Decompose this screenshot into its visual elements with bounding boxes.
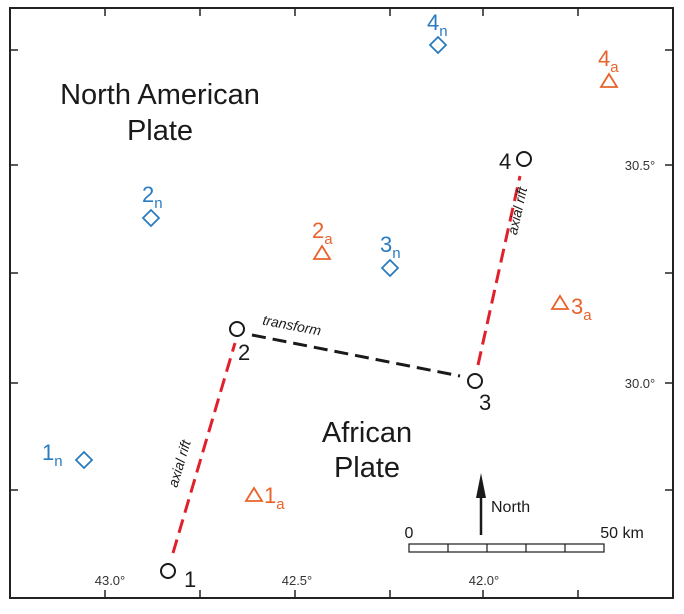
plate-boundaries [171, 175, 522, 554]
plate-label: Plate [334, 452, 400, 484]
north-american-markers [74, 35, 448, 470]
scale-start: 0 [405, 525, 414, 542]
site-label: 1a [264, 483, 285, 513]
scale-bar [408, 543, 605, 553]
plate-label: North American [60, 79, 260, 111]
point-label: 1 [184, 567, 196, 592]
point-label: 3 [479, 390, 491, 415]
site-label: 2n [142, 182, 163, 212]
longitude-label: 42.5° [282, 573, 313, 588]
point-label: 2 [238, 340, 250, 365]
ridge-points [160, 151, 532, 579]
site-label: 2a [312, 218, 333, 248]
scale-end: 50 km [600, 525, 644, 542]
longitude-label: 43.0° [95, 573, 126, 588]
north-label: North [491, 499, 530, 516]
frame [9, 7, 674, 599]
axial-rift [476, 175, 522, 366]
site-label: 4a [598, 46, 619, 76]
longitude-label: 42.0° [469, 573, 500, 588]
north-arrow [476, 473, 486, 535]
latitude-label: 30.0° [625, 376, 656, 391]
ticks [10, 8, 673, 598]
site-label: 3a [571, 294, 592, 324]
site-label: 3n [380, 232, 401, 262]
latitude-label: 30.5° [625, 158, 656, 173]
plate-label: African [322, 417, 412, 449]
site-label: 4n [427, 10, 448, 40]
axial-rift [171, 342, 237, 554]
site-label: 1n [42, 440, 63, 470]
transform-fault [251, 333, 461, 378]
point-label: 4 [499, 149, 511, 174]
plate-label: Plate [127, 115, 193, 147]
african-markers [244, 72, 619, 502]
